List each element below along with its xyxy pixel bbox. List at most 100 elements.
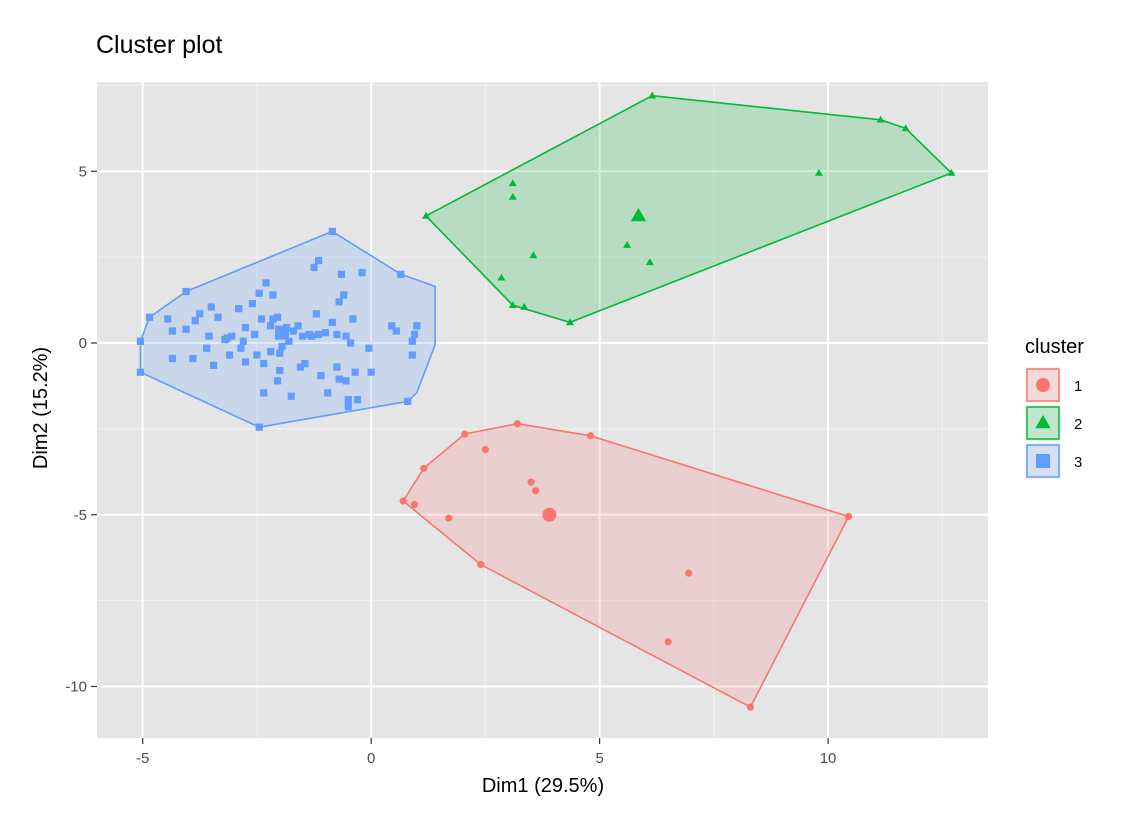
cluster-3-point [333, 330, 341, 339]
cluster-3-point [333, 363, 341, 371]
cluster-3-point [340, 291, 348, 299]
x-tick-label: 5 [595, 750, 603, 767]
cluster-3-point [294, 322, 302, 330]
cluster-points [136, 91, 956, 711]
cluster-3-point [344, 396, 352, 404]
cluster-3-point [353, 396, 362, 404]
cluster-3-point [312, 310, 320, 318]
x-tick-label: -5 [136, 750, 149, 767]
cluster-2-point [520, 302, 529, 310]
cluster-3-point [164, 315, 172, 323]
cluster-3-point [228, 332, 236, 340]
cluster-1-point [532, 487, 540, 495]
cluster-3-point [239, 337, 247, 345]
cluster-3-point [367, 368, 375, 376]
cluster-3-point [276, 366, 284, 375]
cluster-3-point [273, 313, 282, 321]
legend-label-2: 2 [1074, 416, 1082, 433]
cluster-3-point [273, 377, 282, 385]
cluster-1-point [527, 478, 535, 486]
cluster-3-point [269, 291, 277, 299]
legend-marker-1 [1036, 378, 1050, 392]
cluster-3-point [287, 392, 295, 400]
cluster-3-point [346, 339, 355, 347]
cluster-2-point [497, 273, 506, 281]
legend-marker-2 [1035, 415, 1051, 429]
cluster-3-point [413, 322, 421, 330]
cluster-3-point [335, 375, 343, 383]
cluster-3-point [241, 323, 250, 332]
y-axis-title: Dim2 (15.2%) [30, 347, 52, 469]
cluster-3-point [196, 310, 204, 318]
cluster-3-point [255, 423, 263, 431]
cluster-3-point [269, 315, 277, 323]
cluster-3-point [168, 354, 176, 363]
cluster-2-point [947, 168, 956, 176]
x-tick-label: 10 [820, 750, 837, 767]
cluster-3-point [296, 363, 304, 371]
cluster-1-point [477, 560, 485, 569]
x-axis-title: Dim1 (29.5%) [482, 775, 604, 797]
cluster-1-point [481, 445, 489, 454]
cluster-3-point [276, 349, 284, 357]
cluster-1-point [513, 420, 521, 428]
cluster-3-point [408, 351, 416, 359]
cluster-3-point [342, 332, 350, 340]
cluster-1-point [399, 497, 407, 505]
legend-marker-3 [1036, 454, 1050, 468]
cluster-2-point [901, 124, 910, 132]
y-tick-label: -10 [65, 678, 87, 695]
cluster-3-point [214, 313, 222, 321]
cluster-3-point [207, 303, 215, 311]
cluster-3-point [168, 327, 176, 335]
cluster-3-point [365, 344, 373, 352]
cluster-3-point [237, 344, 245, 352]
cluster-2-point [876, 115, 885, 123]
grid-minor [97, 82, 988, 738]
cluster-3-point [225, 351, 234, 359]
chart-title: Cluster plot [96, 31, 222, 59]
cluster-3-point [182, 325, 190, 333]
y-axis: -10 -5 0 5 [65, 163, 97, 695]
cluster-3-point [358, 269, 366, 277]
cluster-3-point [328, 318, 336, 327]
cluster-3-point [408, 337, 416, 345]
cluster-2-point [508, 193, 517, 200]
cluster-2-point [648, 91, 657, 99]
cluster-3-point [223, 334, 231, 342]
cluster-3-point [257, 315, 266, 323]
cluster-1-point [410, 500, 419, 509]
cluster-3-point [253, 351, 261, 359]
x-axis: -5 0 5 10 [136, 738, 836, 767]
cluster-3-point [328, 227, 336, 236]
cluster-2-point [508, 301, 517, 308]
cluster-2-point [623, 241, 631, 248]
cluster-2-point [815, 168, 823, 176]
cluster-1-centroid [542, 507, 557, 522]
cluster-3-point [404, 397, 412, 406]
cluster-3-point [289, 327, 298, 335]
cluster-3-point [241, 358, 250, 366]
cluster-3-point [209, 361, 218, 369]
legend-label-1: 1 [1074, 378, 1082, 395]
cluster-1-point [461, 430, 469, 438]
cluster-3-point [255, 289, 263, 297]
cluster-1-point [664, 638, 672, 646]
y-tick-label: -5 [74, 507, 87, 524]
cluster-3-point [267, 322, 275, 330]
cluster-2-point [529, 251, 538, 259]
cluster-2-point [508, 179, 517, 187]
y-tick-label: 5 [79, 163, 87, 180]
y-tick-label: 0 [79, 335, 87, 352]
cluster-1-point [420, 464, 428, 472]
cluster-3-point [315, 256, 323, 265]
cluster-1-point [586, 432, 595, 440]
cluster-3-point [324, 389, 332, 397]
cluster-3-point [260, 360, 268, 368]
legend-title: cluster [1025, 336, 1084, 358]
cluster-3-point [145, 313, 154, 321]
cluster-3-point [397, 270, 405, 278]
cluster-1-point [746, 703, 755, 711]
cluster-3-point [235, 305, 243, 313]
cluster-3-point [285, 337, 293, 345]
